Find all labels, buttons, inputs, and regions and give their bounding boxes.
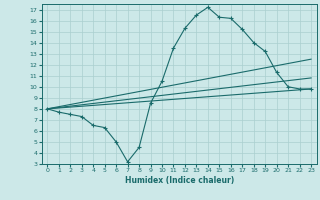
X-axis label: Humidex (Indice chaleur): Humidex (Indice chaleur) <box>124 176 234 185</box>
